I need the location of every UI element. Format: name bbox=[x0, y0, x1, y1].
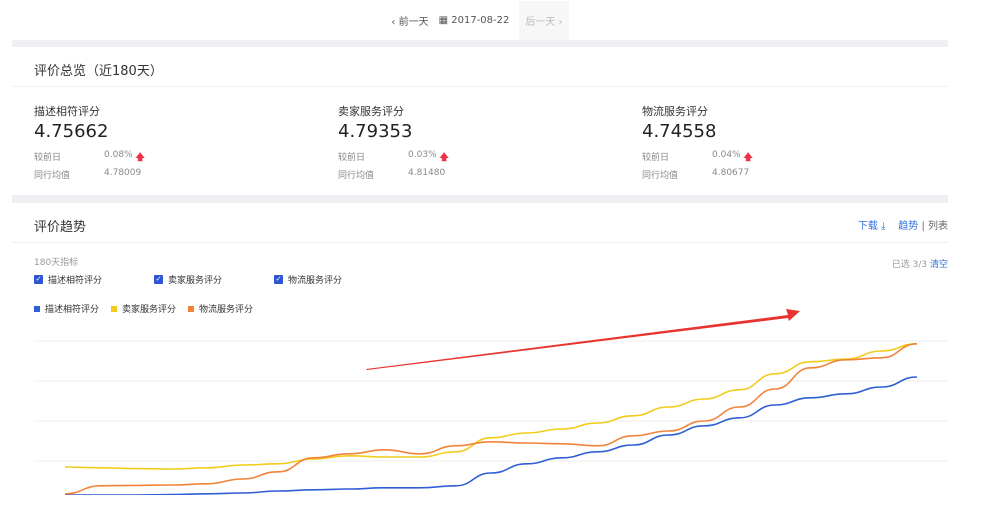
trend-chart bbox=[34, 309, 948, 495]
avg-label: 同行均值 bbox=[642, 171, 679, 181]
legend-item[interactable]: 卖家服务评分 bbox=[111, 302, 176, 315]
compare-row: 较前日 0.08% 🡅 bbox=[34, 150, 284, 166]
indicator-label: 180天指标 bbox=[34, 258, 79, 268]
legend-swatch bbox=[111, 306, 118, 312]
arrow-up-icon: 🡅 bbox=[135, 153, 145, 163]
metric-label: 卖家服务评分 bbox=[338, 105, 404, 118]
metric-0: 描述相符评分 4.75662 较前日 0.08% 🡅 同行均值 4.78009 bbox=[34, 103, 284, 181]
legend-item[interactable]: 物流服务评分 bbox=[188, 302, 253, 315]
prev-day-label: 前一天 bbox=[398, 16, 429, 28]
avg-row: 同行均值 4.78009 bbox=[34, 168, 284, 181]
selected-count: 已选 3/3 bbox=[891, 260, 928, 270]
series-line bbox=[65, 376, 918, 495]
selection-status: 已选 3/3 清空 bbox=[892, 257, 948, 270]
legend-label: 卖家服务评分 bbox=[122, 305, 177, 315]
checkbox-label: 卖家服务评分 bbox=[168, 276, 223, 286]
next-day-label: 后一天 bbox=[525, 16, 556, 28]
checkbox-checked-icon: ✓ bbox=[274, 275, 283, 284]
legend-swatch bbox=[34, 306, 40, 312]
overview-card: 评价总览（近180天） 描述相符评分 4.75662 较前日 0.08% 🡅 同行… bbox=[12, 47, 948, 195]
avg-value: 4.81480 bbox=[408, 168, 446, 178]
compare-label: 较前日 bbox=[642, 153, 670, 163]
checkbox-label: 描述相符评分 bbox=[48, 276, 103, 286]
arrow-up-icon: 🡅 bbox=[439, 153, 449, 163]
download-label: 下载 bbox=[857, 221, 878, 232]
compare-row: 较前日 0.04% 🡅 bbox=[642, 150, 892, 166]
checkbox-label: 物流服务评分 bbox=[288, 276, 343, 286]
chart-legend: 描述相符评分 卖家服务评分 物流服务评分 bbox=[34, 302, 253, 315]
page: ‹ 前一天 ▦ 2017-08-22 后一天 › 评价总览（近180天） 描述相… bbox=[12, 0, 948, 495]
date-navigator: ‹ 前一天 ▦ 2017-08-22 后一天 › bbox=[12, 0, 948, 40]
legend-label: 物流服务评分 bbox=[199, 305, 254, 315]
download-button[interactable]: 下载 ⤓ bbox=[858, 221, 886, 232]
change-value: 0.04% bbox=[712, 150, 741, 160]
checkbox-checked-icon: ✓ bbox=[34, 275, 43, 284]
date-picker[interactable]: ▦ 2017-08-22 bbox=[439, 15, 510, 26]
checkbox-checked-icon: ✓ bbox=[154, 275, 163, 284]
compare-label: 较前日 bbox=[338, 153, 366, 163]
change-value: 0.08% bbox=[104, 150, 133, 160]
metric-label: 描述相符评分 bbox=[34, 105, 100, 118]
calendar-icon: ▦ bbox=[438, 14, 449, 26]
trend-view-button[interactable]: 趋势 bbox=[898, 221, 919, 232]
checkbox-describe[interactable]: ✓ 描述相符评分 bbox=[34, 273, 102, 286]
arrow-up-icon: 🡅 bbox=[743, 153, 753, 163]
change-value: 0.03% bbox=[408, 150, 437, 160]
red-arrow-annotation bbox=[366, 309, 800, 370]
avg-row: 同行均值 4.81480 bbox=[338, 168, 588, 181]
avg-value: 4.78009 bbox=[104, 168, 142, 178]
compare-row: 较前日 0.03% 🡅 bbox=[338, 150, 588, 166]
legend-item[interactable]: 描述相符评分 bbox=[34, 302, 99, 315]
metric-value: 4.79353 bbox=[338, 121, 413, 142]
list-view-button[interactable]: 列表 bbox=[928, 221, 948, 232]
legend-swatch bbox=[188, 306, 195, 312]
metric-2: 物流服务评分 4.74558 较前日 0.04% 🡅 同行均值 4.80677 bbox=[642, 103, 892, 181]
metric-1: 卖家服务评分 4.79353 较前日 0.03% 🡅 同行均值 4.81480 bbox=[338, 103, 588, 181]
divider bbox=[12, 86, 948, 87]
legend-label: 描述相符评分 bbox=[45, 305, 100, 315]
clear-button[interactable]: 清空 bbox=[929, 260, 948, 270]
trend-title: 评价趋势 bbox=[34, 220, 87, 235]
prev-day-button[interactable]: ‹ 前一天 bbox=[391, 16, 429, 28]
compare-label: 较前日 bbox=[34, 153, 62, 163]
trend-card: 评价趋势 下载 ⤓ 趋势 | 列表 180天指标 已选 3/3 清空 ✓ 描述相符… bbox=[12, 203, 948, 495]
avg-row: 同行均值 4.80677 bbox=[642, 168, 892, 181]
metric-value: 4.74558 bbox=[642, 121, 717, 142]
metric-value: 4.75662 bbox=[34, 121, 109, 142]
checkbox-logistics[interactable]: ✓ 物流服务评分 bbox=[274, 273, 342, 286]
overview-title: 评价总览（近180天） bbox=[34, 64, 163, 79]
avg-label: 同行均值 bbox=[34, 171, 71, 181]
metric-label: 物流服务评分 bbox=[642, 105, 708, 118]
view-controls: 下载 ⤓ 趋势 | 列表 bbox=[858, 217, 948, 232]
series-line bbox=[64, 343, 918, 470]
checkbox-seller[interactable]: ✓ 卖家服务评分 bbox=[154, 273, 222, 286]
series-line bbox=[64, 343, 918, 495]
avg-value: 4.80677 bbox=[712, 168, 750, 178]
date-value: 2017-08-22 bbox=[451, 14, 510, 26]
separator: | bbox=[921, 221, 925, 232]
avg-label: 同行均值 bbox=[338, 171, 375, 181]
download-icon: ⤓ bbox=[881, 221, 886, 232]
next-day-button[interactable]: 后一天 › bbox=[519, 0, 569, 40]
divider bbox=[12, 242, 948, 243]
